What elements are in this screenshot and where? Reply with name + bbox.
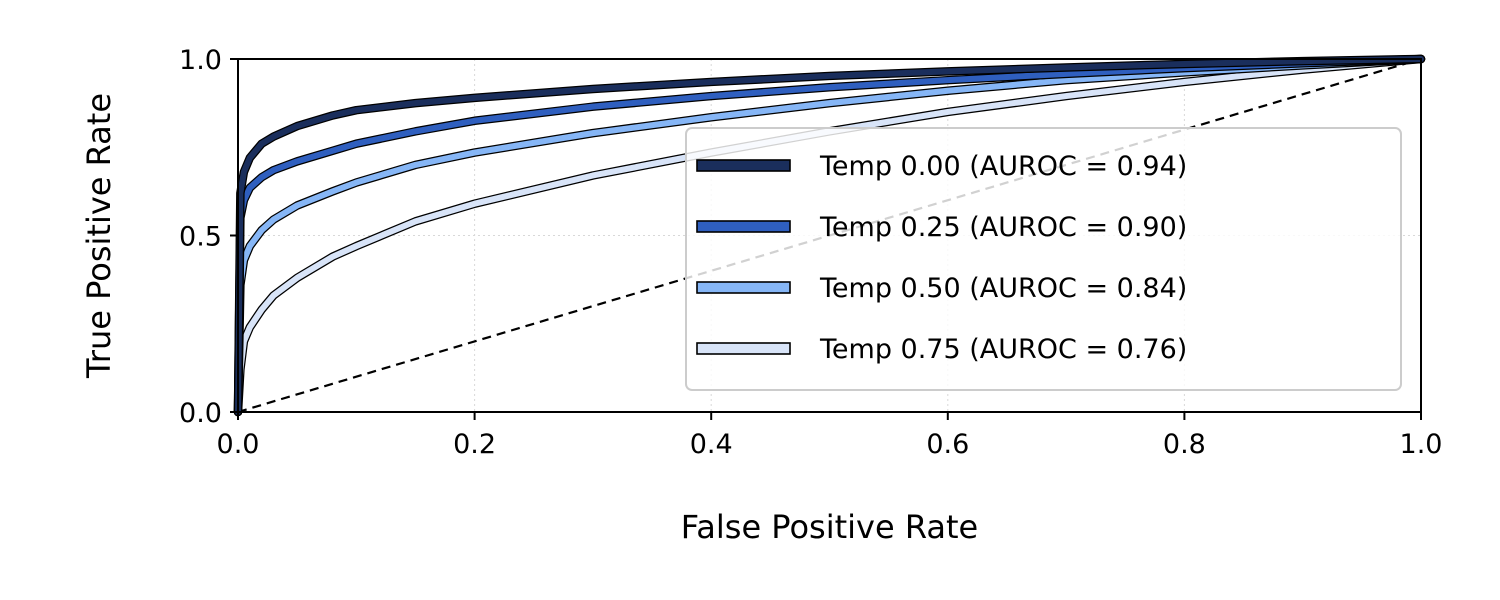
- x-tick-label: 0.2: [453, 429, 496, 460]
- y-tick-label: 0.5: [179, 222, 222, 253]
- legend-label: Temp 0.25 (AUROC = 0.90): [819, 212, 1187, 243]
- series-line-1: [233, 54, 1426, 417]
- legend-item-2: Temp 0.50 (AUROC = 0.84): [696, 273, 1187, 304]
- x-tick-label: 0.6: [926, 429, 969, 460]
- y-axis-ticks: 0.0 0.5 1.0: [179, 45, 238, 429]
- x-tick-label: 1.0: [1400, 429, 1443, 460]
- series-line-3: [233, 54, 1426, 417]
- legend-label: Temp 0.50 (AUROC = 0.84): [819, 273, 1187, 304]
- legend-item-0: Temp 0.00 (AUROC = 0.94): [696, 151, 1187, 182]
- series-path-0: [235, 56, 1424, 415]
- x-axis-ticks: 0.0 0.2 0.4 0.6 0.8 1.0: [217, 412, 1443, 460]
- legend-swatch: [696, 220, 791, 233]
- y-tick-label: 1.0: [179, 45, 222, 76]
- series-path-1: [235, 56, 1424, 415]
- legend: Temp 0.00 (AUROC = 0.94) Temp 0.25 (AUROC…: [685, 127, 1402, 391]
- legend-item-1: Temp 0.25 (AUROC = 0.90): [696, 212, 1187, 243]
- legend-box: [685, 127, 1402, 391]
- series-line-0: [233, 54, 1426, 417]
- x-axis-label: False Positive Rate: [681, 508, 978, 546]
- legend-swatch: [696, 342, 791, 355]
- legend-swatch: [696, 159, 791, 172]
- y-tick-label: 0.0: [179, 398, 222, 429]
- y-axis-label: True Positive Rate: [80, 93, 118, 379]
- series-layer: [233, 54, 1426, 417]
- x-tick-label: 0.4: [690, 429, 733, 460]
- legend-label: Temp 0.00 (AUROC = 0.94): [819, 151, 1187, 182]
- legend-label: Temp 0.75 (AUROC = 0.76): [819, 334, 1187, 365]
- x-tick-label: 0.0: [217, 429, 260, 460]
- legend-item-3: Temp 0.75 (AUROC = 0.76): [696, 334, 1187, 365]
- series-path-3: [235, 56, 1424, 415]
- series-line-2: [233, 54, 1426, 417]
- x-tick-label: 0.8: [1163, 429, 1206, 460]
- series-path-2: [235, 56, 1424, 415]
- legend-swatch: [696, 281, 791, 294]
